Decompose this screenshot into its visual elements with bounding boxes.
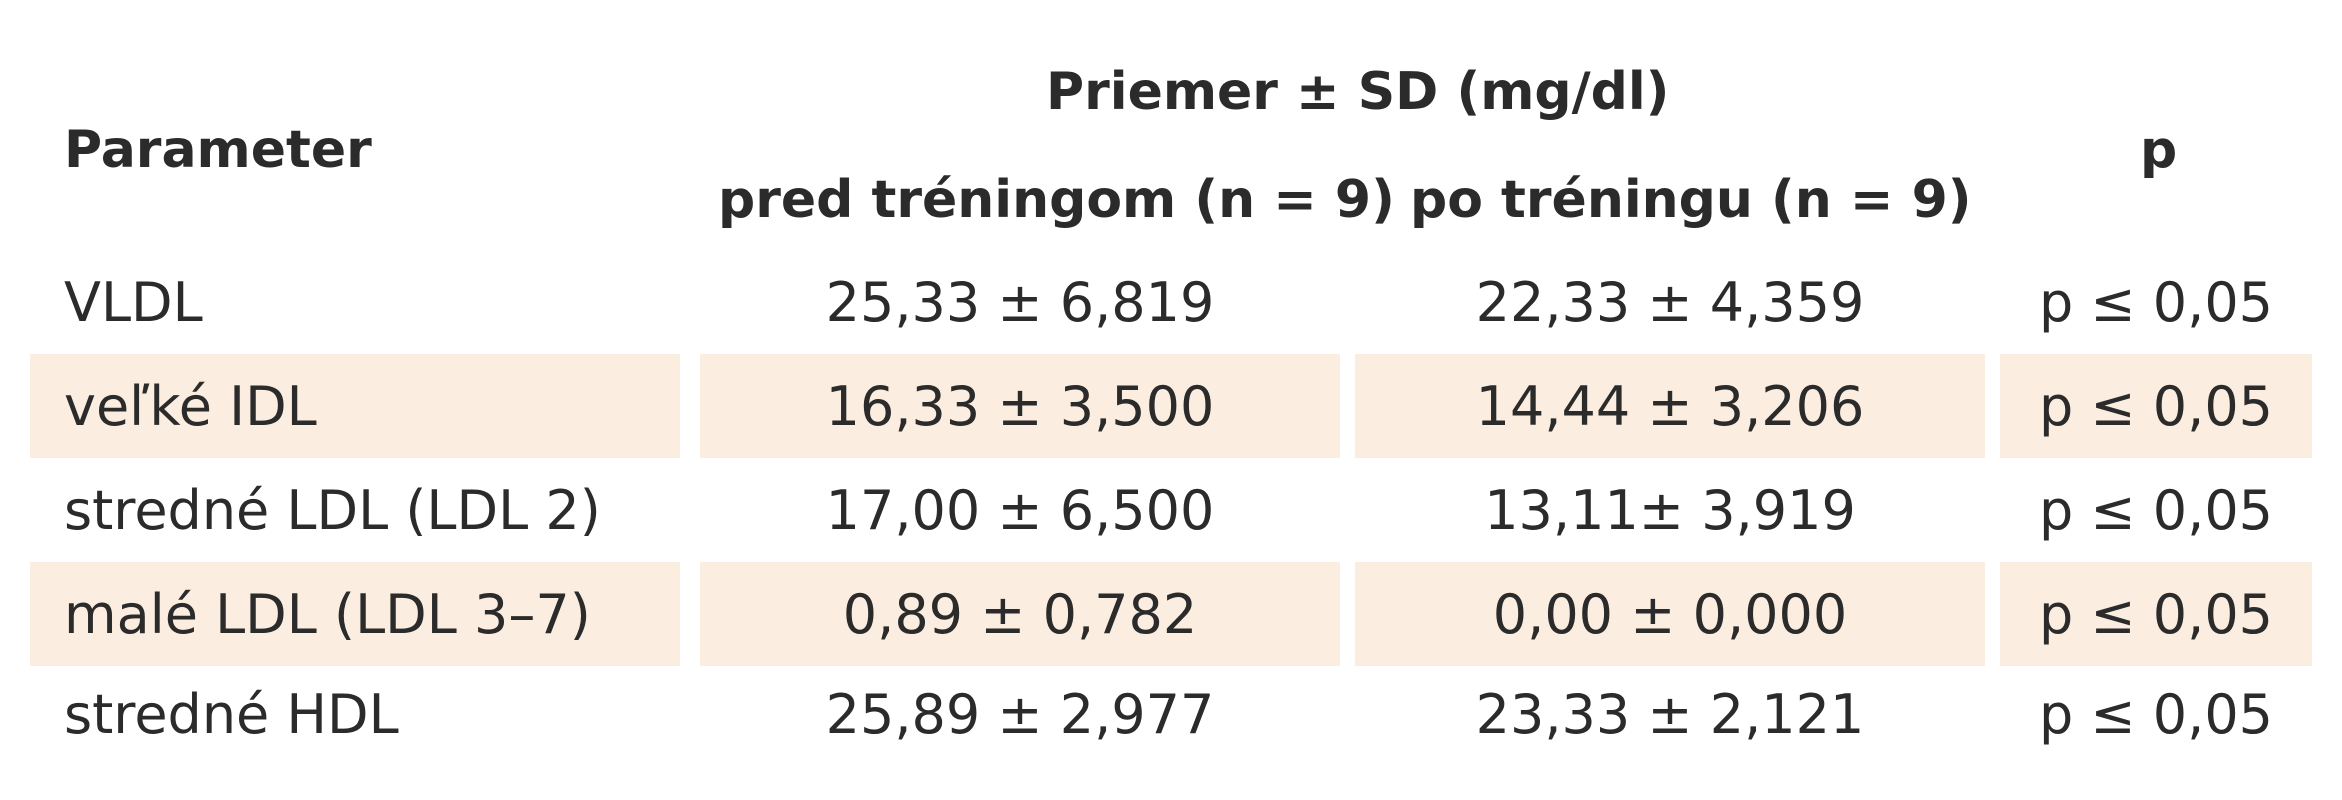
cell-before: 0,89 ± 0,782 (700, 562, 1340, 666)
cell-after: 14,44 ± 3,206 (1355, 354, 1985, 458)
cell-parameter: stredné HDL (64, 682, 399, 746)
table-row: veľké IDL 16,33 ± 3,500 14,44 ± 3,206 p … (30, 354, 2312, 458)
cell-p-value: p ≤ 0,05 (2038, 478, 2274, 542)
table-row: stredné LDL (LDL 2) 17,00 ± 6,500 13,11±… (30, 458, 2312, 562)
cell-after: 13,11± 3,919 (1484, 478, 1856, 542)
cell-p-value: p ≤ 0,05 (2038, 682, 2274, 746)
cell-parameter: veľké IDL (30, 354, 680, 458)
cell-p-value: p ≤ 0,05 (2038, 270, 2274, 334)
header-mean-group: Priemer ± SD (mg/dl) (1046, 62, 1670, 122)
cell-p-value: p ≤ 0,05 (2000, 354, 2312, 458)
header-parameter: Parameter (64, 120, 372, 180)
header-before: pred tréningom (n = 9) (718, 170, 1395, 230)
cell-after: 0,00 ± 0,000 (1355, 562, 1985, 666)
table-row: malé LDL (LDL 3–7) 0,89 ± 0,782 0,00 ± 0… (30, 562, 2312, 666)
cell-before: 16,33 ± 3,500 (700, 354, 1340, 458)
table-row: stredné HDL 25,89 ± 2,977 23,33 ± 2,121 … (30, 662, 2312, 766)
cell-p-value: p ≤ 0,05 (2000, 562, 2312, 666)
table-row: VLDL 25,33 ± 6,819 22,33 ± 4,359 p ≤ 0,0… (30, 250, 2312, 354)
header-p: p (2140, 120, 2178, 180)
cell-parameter: malé LDL (LDL 3–7) (30, 562, 680, 666)
cell-before: 17,00 ± 6,500 (825, 478, 1215, 542)
cell-parameter: stredné LDL (LDL 2) (64, 478, 601, 542)
cell-before: 25,33 ± 6,819 (825, 270, 1215, 334)
cell-after: 22,33 ± 4,359 (1475, 270, 1865, 334)
cell-parameter: VLDL (64, 270, 203, 334)
cell-before: 25,89 ± 2,977 (825, 682, 1215, 746)
header-after: po tréningu (n = 9) (1410, 170, 1972, 230)
cell-after: 23,33 ± 2,121 (1475, 682, 1865, 746)
